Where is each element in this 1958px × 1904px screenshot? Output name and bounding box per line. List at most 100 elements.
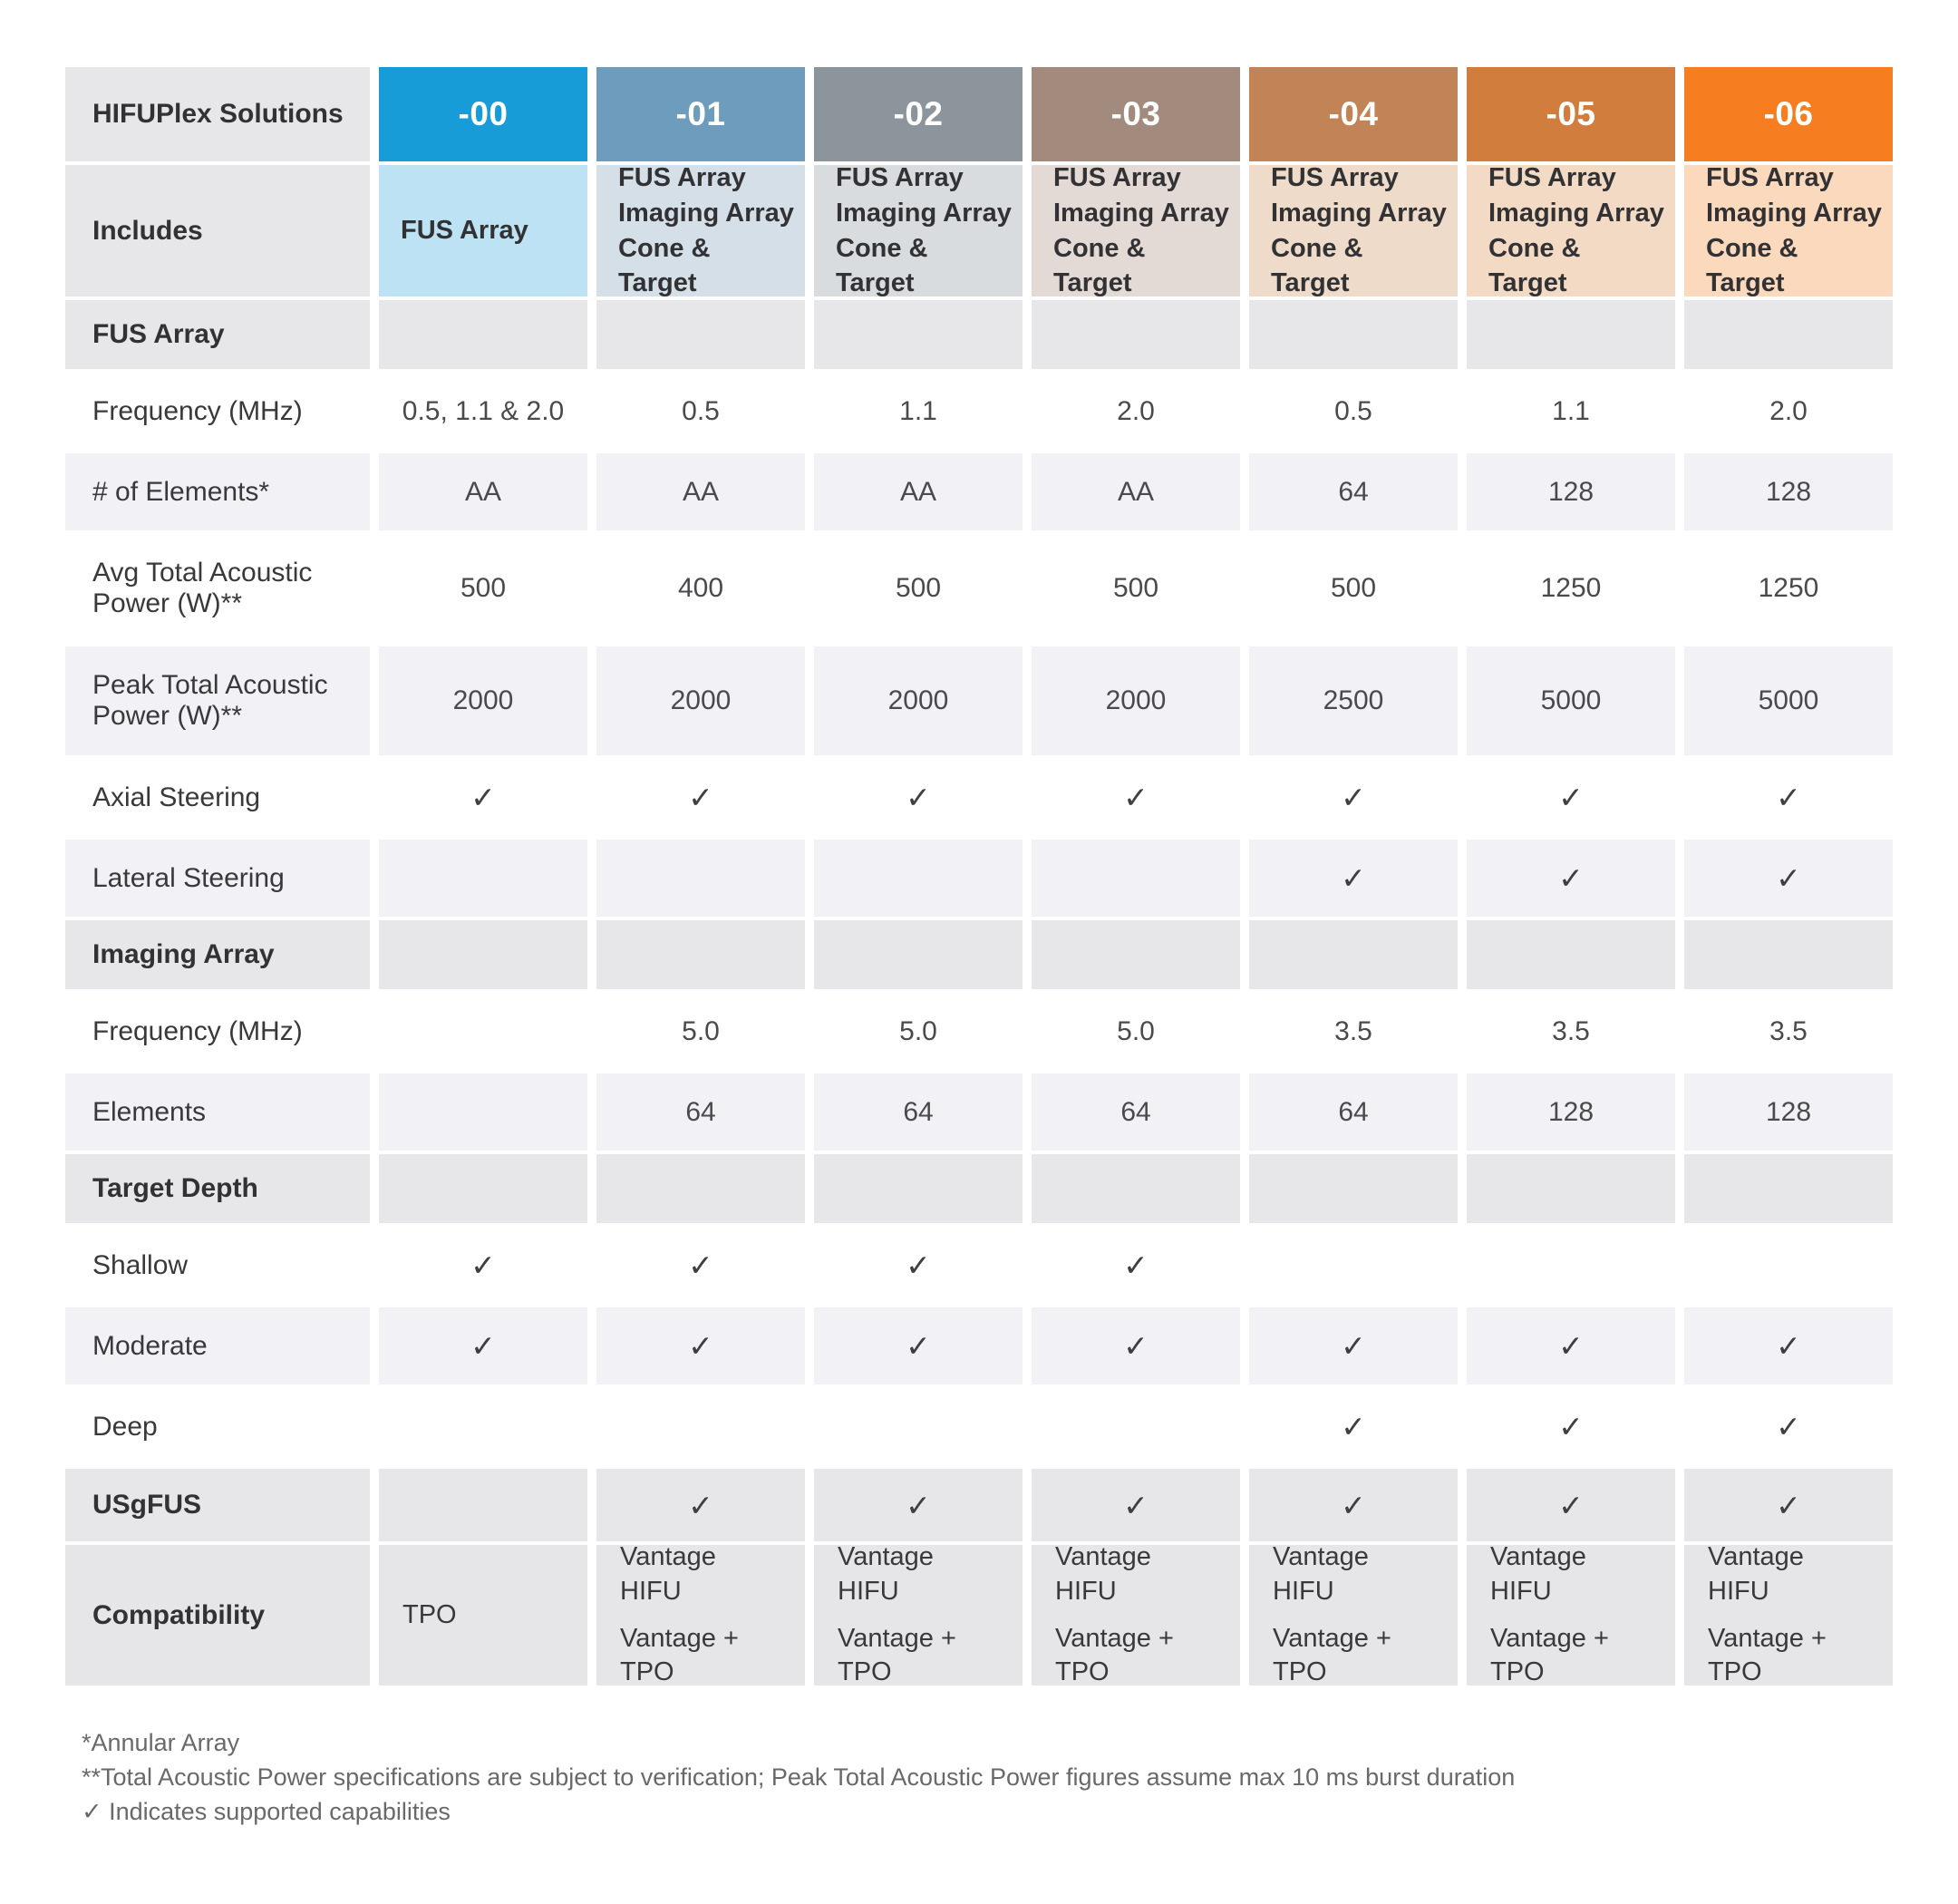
value-cell-05	[1467, 300, 1675, 369]
includes-line: FUS Array	[1053, 163, 1181, 193]
value-cell-04	[1249, 1227, 1458, 1304]
row-label-0: FUS Array	[65, 300, 370, 369]
value-cell-00	[379, 840, 587, 917]
value-cell-04: 2500	[1249, 646, 1458, 755]
includes-cell-01: FUS Array Imaging Array Cone & Target	[596, 163, 805, 297]
row-label-9: Elements	[65, 1073, 370, 1151]
includes-cell-02: FUS Array Imaging Array Cone & Target	[814, 163, 1023, 297]
column-header-03: -03	[1032, 67, 1240, 161]
value-cell-01: 0.5	[596, 373, 805, 450]
compat-cell-01: Vantage HIFU Vantage + TPO	[596, 1542, 805, 1686]
check-cell-06: ✓	[1684, 1469, 1893, 1541]
includes-line: Imaging Array	[1706, 198, 1882, 228]
includes-line: FUS Array	[1271, 163, 1399, 193]
row-label-8: Frequency (MHz)	[65, 993, 370, 1070]
value-cell-06	[1684, 300, 1893, 369]
includes-line: Imaging Array	[1488, 198, 1664, 228]
includes-cell-05: FUS Array Imaging Array Cone & Target	[1467, 163, 1675, 297]
check-cell-00: ✓	[379, 759, 587, 836]
value-cell-01	[596, 300, 805, 369]
value-cell-02	[814, 840, 1023, 917]
check-cell-06: ✓	[1684, 759, 1893, 836]
compat-cell-02: Vantage HIFU Vantage + TPO	[814, 1542, 1023, 1686]
value-cell-03: 500	[1032, 534, 1240, 643]
corner-header-label: HIFUPlex Solutions	[65, 67, 370, 161]
row-label-10: Target Depth	[65, 1154, 370, 1223]
value-cell-04: 64	[1249, 1073, 1458, 1151]
value-cell-01	[596, 920, 805, 989]
value-cell-01: 64	[596, 1073, 805, 1151]
check-cell-03: ✓	[1032, 759, 1240, 836]
check-cell-06: ✓	[1684, 840, 1893, 917]
row-label-15: Compatibility	[65, 1545, 370, 1685]
value-cell-03: 2000	[1032, 646, 1240, 755]
value-cell-01: 2000	[596, 646, 805, 755]
value-cell-03: 5.0	[1032, 993, 1240, 1070]
value-cell-00: 2000	[379, 646, 587, 755]
compat-line: Vantage HIFU	[838, 1542, 934, 1606]
check-cell-02: ✓	[814, 759, 1023, 836]
value-cell-04	[1249, 920, 1458, 989]
value-cell-03	[1032, 300, 1240, 369]
row-label-12: Moderate	[65, 1307, 370, 1384]
check-cell-00: ✓	[379, 1307, 587, 1384]
value-cell-00	[379, 993, 587, 1070]
column-header-02: -02	[814, 67, 1023, 161]
check-cell-03: ✓	[1032, 1307, 1240, 1384]
value-cell-00	[379, 1469, 587, 1541]
value-cell-06	[1684, 920, 1893, 989]
value-cell-00: 0.5, 1.1 & 2.0	[379, 373, 587, 450]
row-label-3: Avg Total Acoustic Power (W)**	[65, 534, 370, 643]
includes-line: FUS Array	[401, 216, 528, 246]
compat-cell-05: Vantage HIFU Vantage + TPO	[1467, 1542, 1675, 1686]
value-cell-05	[1467, 920, 1675, 989]
value-cell-00	[379, 1388, 587, 1465]
value-cell-02: 2000	[814, 646, 1023, 755]
compat-cell-00: TPO	[379, 1545, 587, 1685]
value-cell-03	[1032, 1154, 1240, 1223]
value-cell-05	[1467, 1227, 1675, 1304]
compat-line: Vantage + TPO	[1490, 1623, 1609, 1687]
value-cell-05: 128	[1467, 1073, 1675, 1151]
value-cell-02	[814, 1154, 1023, 1223]
value-cell-04: 500	[1249, 534, 1458, 643]
value-cell-05	[1467, 1154, 1675, 1223]
value-cell-01: AA	[596, 453, 805, 530]
value-cell-04: 64	[1249, 453, 1458, 530]
row-label-7: Imaging Array	[65, 920, 370, 989]
value-cell-05: 1.1	[1467, 373, 1675, 450]
compat-line: Vantage HIFU	[620, 1542, 716, 1606]
row-label-5: Axial Steering	[65, 759, 370, 836]
compat-line: Vantage + TPO	[1708, 1623, 1827, 1687]
footnote-acoustic-power: **Total Acoustic Power specifications ar…	[82, 1763, 1516, 1791]
value-cell-02	[814, 300, 1023, 369]
value-cell-05: 5000	[1467, 646, 1675, 755]
includes-cell-00: FUS Array	[379, 165, 587, 296]
value-cell-01: 400	[596, 534, 805, 643]
includes-line: Cone & Target	[1271, 233, 1363, 298]
compat-line: Vantage HIFU	[1708, 1542, 1804, 1606]
value-cell-00	[379, 300, 587, 369]
spec-table: HIFUPlex Solutions -00 -01 -02 -03 -04 -05 -06 I…	[65, 67, 1893, 1686]
value-cell-06: 1250	[1684, 534, 1893, 643]
value-cell-03	[1032, 840, 1240, 917]
value-cell-00	[379, 920, 587, 989]
footnote-check-legend: ✓ Indicates supported capabilities	[82, 1798, 451, 1825]
compat-cell-06: Vantage HIFU Vantage + TPO	[1684, 1542, 1893, 1686]
value-cell-01: 5.0	[596, 993, 805, 1070]
row-label-2: # of Elements*	[65, 453, 370, 530]
check-cell-01: ✓	[596, 1307, 805, 1384]
value-cell-06: 3.5	[1684, 993, 1893, 1070]
check-cell-04: ✓	[1249, 840, 1458, 917]
column-header-00: -00	[379, 67, 587, 161]
compat-line: Vantage + TPO	[838, 1623, 956, 1687]
value-cell-03: 2.0	[1032, 373, 1240, 450]
includes-line: Cone & Target	[1706, 233, 1798, 298]
value-cell-01	[596, 840, 805, 917]
column-header-05: -05	[1467, 67, 1675, 161]
compat-line: TPO	[402, 1599, 457, 1629]
value-cell-03: AA	[1032, 453, 1240, 530]
compat-line: Vantage + TPO	[620, 1623, 739, 1687]
value-cell-00: AA	[379, 453, 587, 530]
